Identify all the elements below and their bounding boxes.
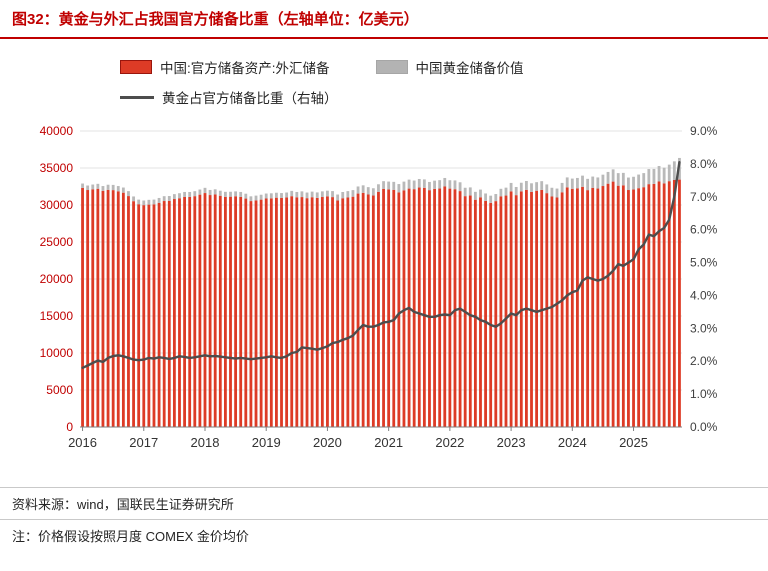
svg-text:2023: 2023 bbox=[497, 435, 526, 450]
fx-bar-swatch-icon bbox=[120, 60, 152, 74]
figure-title-bar: 图32：黄金与外汇占我国官方储备比重（左轴单位：亿美元） bbox=[0, 0, 768, 39]
svg-text:2.0%: 2.0% bbox=[690, 354, 718, 368]
right-axis-labels: 0.0% 1.0% 2.0% 3.0% 4.0% 5.0% 6.0% 7.0% 8.0% 9.0% bbox=[690, 124, 718, 434]
gold-ratio-line bbox=[81, 161, 681, 370]
figure-title: 图32：黄金与外汇占我国官方储备比重（左轴单位：亿美元） bbox=[12, 11, 419, 28]
svg-text:2021: 2021 bbox=[374, 435, 403, 450]
legend-item-gold-ratio: 黄金占官方储备比重（右轴） bbox=[120, 87, 338, 107]
legend-label-gold-value: 中国黄金储备价值 bbox=[415, 61, 524, 76]
svg-text:40000: 40000 bbox=[40, 124, 74, 138]
svg-text:8.0%: 8.0% bbox=[690, 157, 718, 171]
legend-item-gold-value: 中国黄金储备价值 bbox=[375, 57, 524, 77]
svg-text:5000: 5000 bbox=[46, 383, 73, 397]
ratio-line-swatch-icon bbox=[120, 95, 154, 99]
svg-text:2022: 2022 bbox=[435, 435, 464, 450]
chart-card: 中国:官方储备资产:外汇储备 中国黄金储备价值 黄金占官方储备比重（右轴） 0 5… bbox=[24, 57, 744, 461]
svg-text:35000: 35000 bbox=[40, 161, 74, 175]
svg-text:7.0%: 7.0% bbox=[690, 190, 718, 204]
svg-text:2018: 2018 bbox=[191, 435, 220, 450]
footer-divider-top bbox=[0, 487, 768, 488]
gold-bar-swatch-icon bbox=[375, 60, 408, 74]
legend-label-gold-ratio: 黄金占官方储备比重（右轴） bbox=[162, 91, 338, 106]
legend-label-fx-reserves: 中国:官方储备资产:外汇储备 bbox=[160, 61, 330, 76]
svg-text:0.0%: 0.0% bbox=[690, 420, 718, 434]
svg-text:3.0%: 3.0% bbox=[690, 321, 718, 335]
x-axis: 2016 2017 2018 2019 2020 2021 2022 2023 2024 2025 bbox=[68, 426, 682, 450]
svg-text:5.0%: 5.0% bbox=[690, 256, 718, 270]
source-text: 资料来源：wind，国联民生证券研究所 bbox=[12, 497, 234, 512]
svg-text:30000: 30000 bbox=[40, 198, 74, 212]
svg-text:2017: 2017 bbox=[129, 435, 158, 450]
left-axis-labels: 0 5000 10000 15000 20000 25000 30000 35000 40000 bbox=[40, 124, 74, 434]
svg-text:25000: 25000 bbox=[40, 235, 74, 249]
svg-text:0: 0 bbox=[66, 420, 73, 434]
svg-text:4.0%: 4.0% bbox=[690, 288, 718, 302]
svg-text:15000: 15000 bbox=[40, 309, 74, 323]
svg-text:1.0%: 1.0% bbox=[690, 387, 718, 401]
svg-text:2025: 2025 bbox=[619, 435, 648, 450]
legend-row-1: 中国:官方储备资产:外汇储备 中国黄金储备价值 bbox=[120, 57, 744, 77]
combo-chart: 0 5000 10000 15000 20000 25000 30000 35000 40000… bbox=[40, 124, 718, 450]
note-text: 注：价格假设按照月度 COMEX 金价均价 bbox=[12, 529, 249, 544]
figure-footer: 资料来源：wind，国联民生证券研究所 注：价格假设按照月度 COMEX 金价均… bbox=[0, 487, 768, 551]
fx-reserve-bars bbox=[81, 179, 681, 427]
legend-item-fx-reserves: 中国:官方储备资产:外汇储备 bbox=[120, 57, 330, 77]
svg-text:10000: 10000 bbox=[40, 346, 74, 360]
svg-text:2020: 2020 bbox=[313, 435, 342, 450]
svg-text:9.0%: 9.0% bbox=[690, 124, 718, 138]
chart-legend: 中国:官方储备资产:外汇储备 中国黄金储备价值 黄金占官方储备比重（右轴） bbox=[120, 57, 744, 107]
svg-text:2024: 2024 bbox=[558, 435, 587, 450]
svg-text:20000: 20000 bbox=[40, 272, 74, 286]
gold-value-bars bbox=[81, 157, 681, 206]
svg-text:2019: 2019 bbox=[252, 435, 281, 450]
svg-text:6.0%: 6.0% bbox=[690, 223, 718, 237]
svg-text:2016: 2016 bbox=[68, 435, 97, 450]
legend-row-2: 黄金占官方储备比重（右轴） bbox=[120, 87, 744, 107]
footer-divider-middle bbox=[0, 519, 768, 520]
